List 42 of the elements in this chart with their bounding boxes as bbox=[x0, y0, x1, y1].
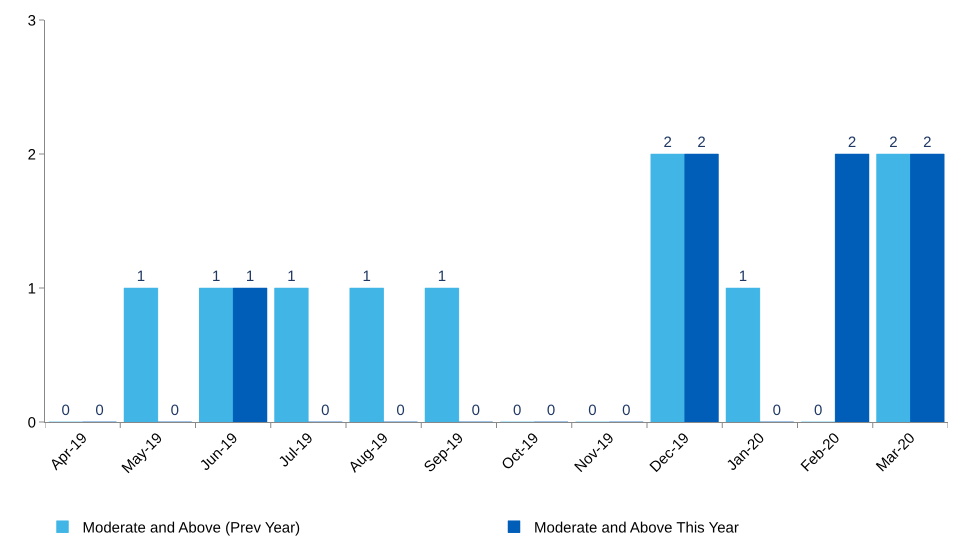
data-label: 0 bbox=[95, 402, 104, 419]
bar bbox=[834, 154, 870, 422]
data-label: 0 bbox=[170, 402, 179, 419]
data-label: 0 bbox=[772, 402, 781, 419]
data-label: 0 bbox=[321, 402, 330, 419]
bar bbox=[650, 154, 685, 422]
data-label: 0 bbox=[396, 402, 405, 419]
data-label: 1 bbox=[246, 268, 254, 285]
bar bbox=[199, 288, 234, 422]
data-label: 1 bbox=[362, 268, 371, 285]
data-label: 2 bbox=[848, 134, 856, 151]
y-tick-label: 0 bbox=[28, 414, 36, 432]
data-label: 2 bbox=[697, 134, 706, 151]
bar bbox=[910, 154, 944, 422]
bar bbox=[350, 288, 384, 422]
data-label: 1 bbox=[287, 268, 296, 285]
legend-label: Moderate and Above This Year bbox=[534, 520, 739, 537]
data-label: 1 bbox=[438, 268, 446, 285]
y-tick-label: 3 bbox=[28, 12, 36, 30]
y-tick-label: 2 bbox=[28, 146, 36, 164]
data-label: 1 bbox=[136, 268, 146, 285]
data-label: 0 bbox=[62, 402, 70, 419]
bar bbox=[232, 288, 268, 422]
bar bbox=[424, 288, 460, 422]
bar bbox=[876, 154, 911, 422]
data-label: 0 bbox=[472, 402, 480, 419]
bar bbox=[726, 288, 760, 422]
bar bbox=[274, 288, 309, 422]
data-label: 0 bbox=[588, 402, 597, 419]
data-label: 1 bbox=[738, 268, 748, 285]
bar bbox=[124, 288, 158, 422]
data-label: 0 bbox=[513, 402, 522, 419]
legend-label: Moderate and Above (Prev Year) bbox=[82, 520, 300, 537]
data-label: 2 bbox=[923, 134, 932, 151]
data-label: 0 bbox=[546, 402, 556, 419]
data-label: 1 bbox=[212, 268, 220, 285]
data-label: 0 bbox=[622, 402, 630, 419]
data-label: 2 bbox=[889, 134, 898, 151]
data-label: 2 bbox=[664, 134, 672, 151]
y-tick-label: 1 bbox=[28, 280, 36, 298]
data-label: 0 bbox=[814, 402, 822, 419]
bar bbox=[684, 154, 719, 422]
